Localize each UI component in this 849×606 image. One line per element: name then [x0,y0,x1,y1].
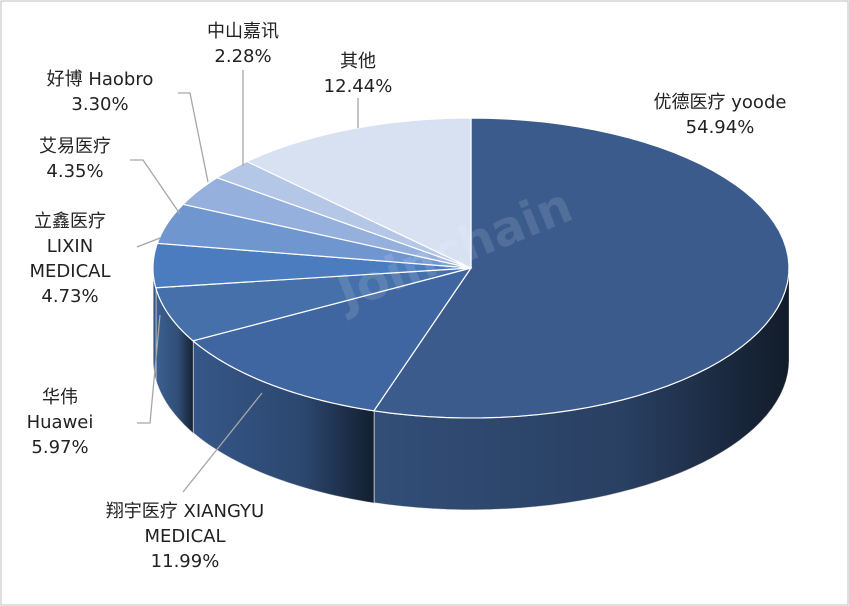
pie-slice [245,117,472,269]
pie-slice [372,117,790,419]
data-label: 艾易医疗 4.35% [20,134,130,184]
leader-line [136,237,161,248]
category-label: 华伟 Huawei [26,387,94,433]
leader-line [137,314,161,424]
pie-side-shade [193,340,374,503]
category-label: 中山嘉讯 [207,21,279,42]
leader-lines [130,70,359,493]
leader-line [178,92,209,183]
value-label: 4.35% [46,161,104,182]
value-label: 2.28% [214,46,272,67]
data-label: 好博 Haobro 3.30% [20,67,180,117]
pie-side-shade [155,287,194,433]
value-label: 3.30% [71,94,129,115]
data-label: 翔宇医疗 XIANGYU MEDICAL 11.99% [70,499,300,574]
category-label: 翔宇医疗 XIANGYU MEDICAL [105,501,265,547]
category-label: 其他 [340,51,376,72]
value-label: 4.73% [41,286,99,307]
leader-line [182,392,263,493]
pie [152,117,790,511]
value-label: 11.99% [150,551,220,572]
data-label: 中山嘉讯 2.28% [180,19,306,69]
pie-slice [154,267,472,342]
data-label: 华伟 Huawei 5.97% [10,385,110,460]
data-label: 优德医疗 yoode 54.94% [600,90,840,140]
pie-slice [191,267,473,412]
category-label: 优德医疗 yoode [653,92,787,113]
data-label: 其他 12.44% [300,49,416,99]
pie-slice [152,242,472,289]
pie-side-shade [153,268,156,380]
value-label: 12.44% [323,76,393,97]
category-label: 好博 Haobro [46,69,154,90]
leader-line [130,159,181,215]
category-label: 艾易医疗 [39,136,111,157]
value-label: 54.94% [685,117,755,138]
pie-slice [215,160,472,269]
pie-side-shade [373,268,789,510]
value-label: 5.97% [31,437,89,458]
pie-slice [181,177,472,269]
data-label: 立鑫医疗 LIXIN MEDICAL 4.73% [10,209,130,309]
category-label: 立鑫医疗 LIXIN MEDICAL [29,211,111,282]
